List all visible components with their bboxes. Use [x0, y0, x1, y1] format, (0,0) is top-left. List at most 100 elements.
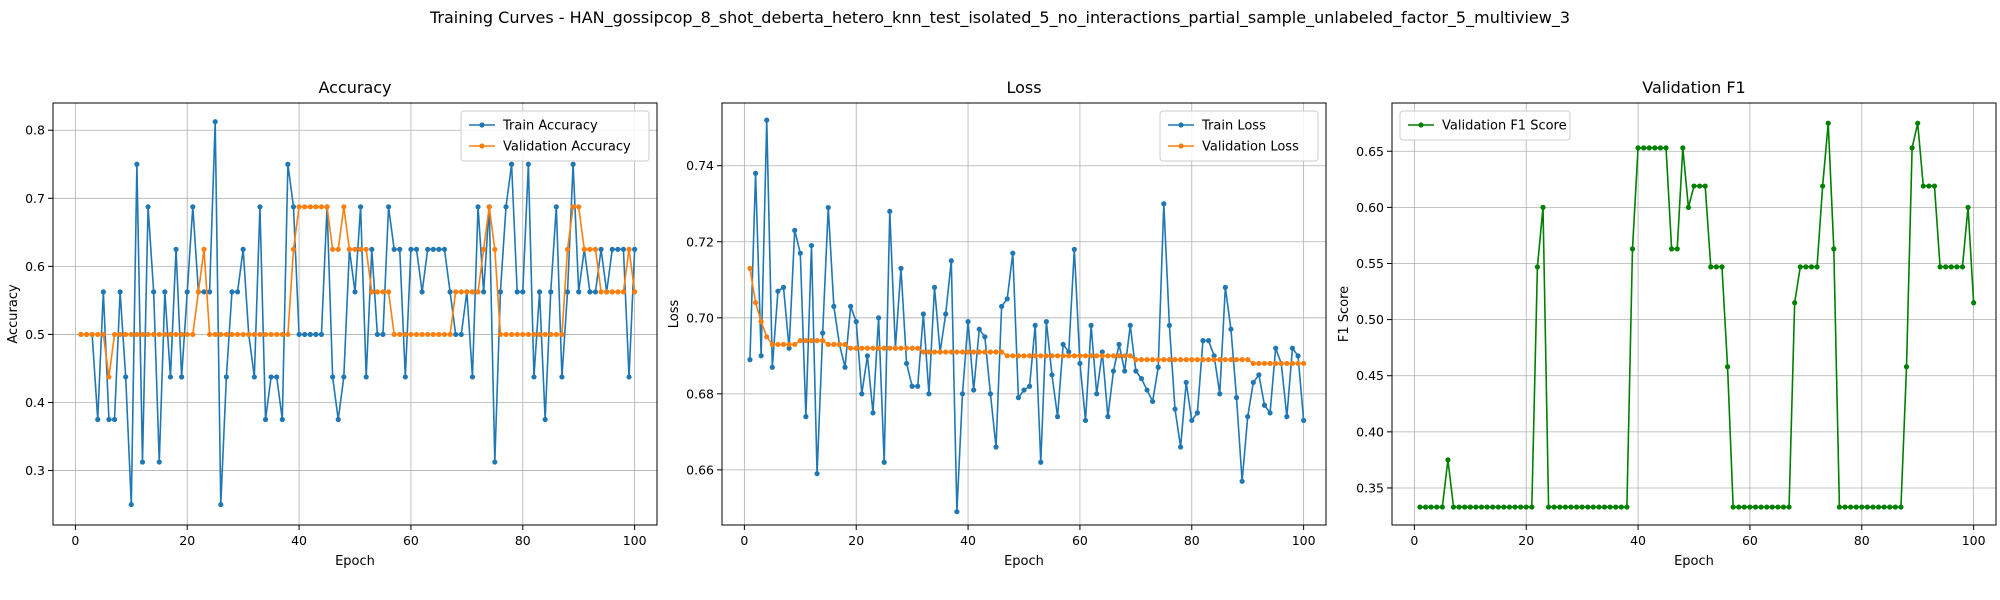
- data-point: [1702, 183, 1708, 189]
- data-point: [503, 204, 509, 210]
- data-point: [570, 204, 576, 210]
- x-tick-label: 80: [1184, 533, 1200, 548]
- data-point: [1233, 357, 1240, 363]
- data-point: [83, 331, 90, 338]
- x-tick-label: 60: [403, 533, 419, 548]
- legend-label: Train Loss: [1201, 119, 1266, 134]
- data-point: [1166, 357, 1173, 363]
- data-point: [374, 331, 380, 338]
- data-point: [1183, 379, 1189, 386]
- data-point: [1082, 417, 1089, 424]
- data-point: [775, 341, 781, 348]
- data-point: [780, 284, 787, 290]
- data-point: [453, 331, 459, 338]
- data-point: [391, 331, 397, 338]
- data-point: [1233, 395, 1240, 401]
- data-point: [965, 319, 971, 325]
- series-line-1: [749, 119, 1305, 513]
- legend: Validation F1 Score: [1399, 110, 1571, 141]
- data-point: [1965, 204, 1971, 210]
- data-point: [1931, 183, 1938, 189]
- data-point: [251, 331, 257, 338]
- data-point: [1859, 504, 1865, 510]
- data-point: [1758, 504, 1764, 510]
- data-point: [971, 349, 977, 355]
- data-point: [542, 416, 548, 423]
- data-point: [1172, 357, 1178, 363]
- data-point: [1267, 410, 1273, 416]
- data-point: [1736, 504, 1742, 510]
- data-point: [374, 289, 380, 295]
- data-point: [1551, 504, 1557, 510]
- data-point: [481, 289, 487, 295]
- y-tick-label: 0.50: [1356, 312, 1384, 327]
- data-point: [1155, 364, 1161, 370]
- data-point: [1200, 357, 1206, 363]
- data-point: [842, 341, 848, 348]
- data-point: [1273, 345, 1279, 351]
- data-point: [1066, 349, 1072, 355]
- data-point: [335, 246, 341, 252]
- data-point: [1853, 504, 1859, 510]
- data-point: [881, 459, 887, 465]
- legend: Train Loss Validation Loss: [1159, 110, 1319, 162]
- chart-title: Validation F1: [1642, 78, 1745, 97]
- data-point: [1004, 353, 1010, 359]
- data-point: [1010, 353, 1016, 359]
- data-point: [887, 345, 893, 351]
- data-point: [1428, 504, 1434, 510]
- data-point: [128, 331, 134, 338]
- data-point: [1646, 145, 1652, 151]
- legend-label: Validation Accuracy: [503, 140, 631, 155]
- data-point: [1624, 504, 1630, 510]
- data-point: [419, 289, 425, 295]
- data-point: [1060, 341, 1066, 348]
- data-point: [853, 319, 859, 325]
- data-point: [1161, 357, 1167, 363]
- data-point: [954, 349, 960, 355]
- data-point: [915, 345, 921, 351]
- x-tick-label: 100: [623, 533, 647, 548]
- data-point: [318, 204, 325, 210]
- data-point: [786, 341, 792, 348]
- y-axis-label: F1 Score: [1337, 286, 1352, 342]
- data-point: [1875, 504, 1882, 510]
- data-point: [274, 374, 280, 380]
- data-point: [626, 374, 632, 380]
- data-point: [229, 289, 235, 295]
- data-point: [475, 289, 481, 295]
- data-point: [290, 246, 297, 252]
- data-point: [1937, 264, 1943, 270]
- data-point: [1534, 264, 1541, 270]
- data-point: [1189, 417, 1195, 424]
- data-point: [1144, 357, 1150, 363]
- data-point: [1021, 387, 1027, 393]
- legend-label: Train Accuracy: [502, 119, 598, 134]
- data-point: [1088, 353, 1094, 359]
- data-point: [240, 246, 246, 252]
- data-point: [514, 331, 520, 338]
- data-point: [576, 289, 582, 295]
- data-point: [1713, 264, 1719, 270]
- data-point: [887, 208, 893, 214]
- data-point: [134, 331, 140, 338]
- data-point: [1032, 353, 1038, 359]
- data-point: [218, 331, 224, 338]
- legend-box: [1399, 110, 1571, 141]
- data-point: [525, 161, 531, 167]
- data-point: [1607, 504, 1613, 510]
- data-point: [831, 341, 837, 348]
- data-point: [1138, 376, 1145, 382]
- data-point: [1635, 145, 1641, 151]
- data-point: [1780, 504, 1787, 510]
- data-point: [1680, 145, 1686, 151]
- data-point: [536, 289, 543, 295]
- data-point: [864, 353, 871, 359]
- data-point: [892, 345, 898, 351]
- data-point: [1484, 504, 1490, 510]
- x-axis-label: Epoch: [335, 554, 375, 569]
- data-point: [508, 331, 515, 338]
- data-point: [117, 331, 123, 338]
- data-point: [747, 265, 753, 271]
- data-point: [179, 331, 185, 338]
